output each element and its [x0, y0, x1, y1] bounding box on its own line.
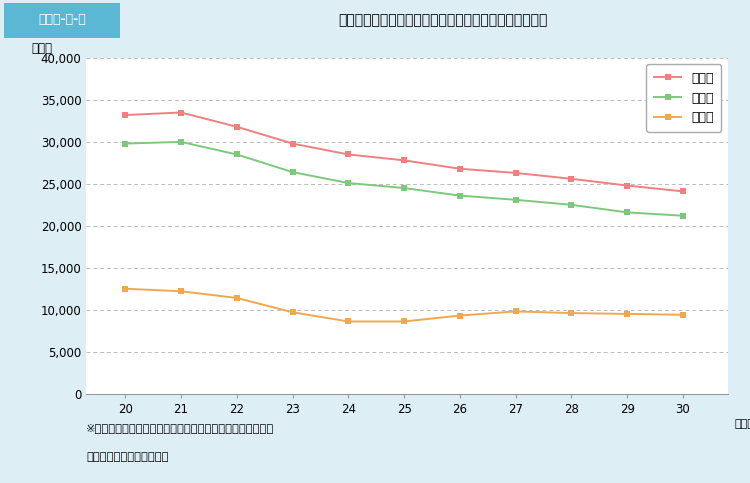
FancyBboxPatch shape	[4, 3, 120, 38]
Text: （年度）: （年度）	[734, 419, 750, 428]
Line: 受験者: 受験者	[122, 139, 686, 219]
合格者	[400, 319, 409, 325]
Text: 図表２-３-２: 図表２-３-２	[38, 13, 86, 26]
受験者	[344, 180, 352, 186]
合格者	[511, 309, 520, 314]
合格者	[344, 319, 352, 325]
受験者	[121, 141, 130, 146]
受験者	[455, 193, 464, 199]
Text: （人）: （人）	[32, 42, 53, 55]
合格者	[232, 295, 242, 301]
受験者	[511, 197, 520, 203]
受験者	[622, 210, 632, 215]
合格者	[121, 286, 130, 292]
出願者	[176, 110, 185, 115]
出願者	[232, 124, 242, 129]
受験者	[176, 139, 185, 145]
出願者	[400, 157, 409, 163]
Text: 高等学校卒業程度認定試験の出願者・受験者・合格者数: 高等学校卒業程度認定試験の出願者・受験者・合格者数	[338, 13, 548, 27]
出願者	[121, 112, 130, 118]
受験者	[288, 169, 297, 175]
Line: 出願者: 出願者	[122, 109, 686, 195]
Line: 合格者: 合格者	[122, 285, 686, 325]
Text: ※合格者は，全科目合格者であり，一部科目合格者を除く。: ※合格者は，全科目合格者であり，一部科目合格者を除く。	[86, 423, 274, 433]
出願者	[288, 141, 297, 146]
合格者	[176, 288, 185, 294]
出願者	[567, 176, 576, 182]
受験者	[679, 213, 688, 219]
出願者	[622, 183, 632, 188]
合格者	[455, 313, 464, 318]
出願者	[455, 166, 464, 171]
Legend: 出願者, 受験者, 合格者: 出願者, 受験者, 合格者	[646, 64, 722, 132]
受験者	[232, 152, 242, 157]
合格者	[567, 310, 576, 316]
出願者	[344, 152, 352, 157]
合格者	[288, 309, 297, 315]
受験者	[567, 202, 576, 208]
受験者	[400, 185, 409, 191]
合格者	[679, 312, 688, 318]
出願者	[511, 170, 520, 176]
Text: （出典）　文部科学省調べ: （出典） 文部科学省調べ	[86, 452, 169, 462]
合格者	[622, 311, 632, 317]
出願者	[679, 188, 688, 194]
